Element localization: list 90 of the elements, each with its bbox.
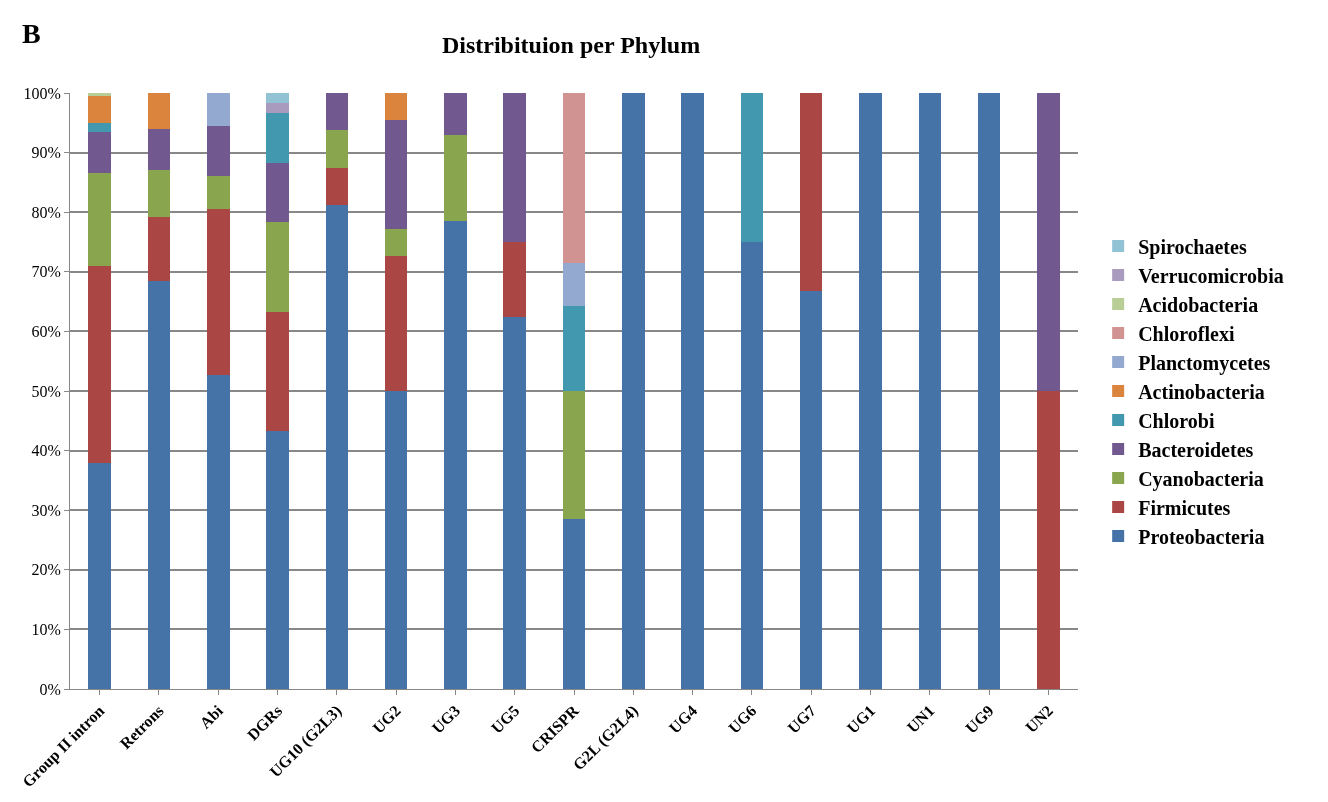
bar: [147, 216, 171, 282]
legend-label: Chloroflexi: [1138, 322, 1235, 345]
legend-label: Verrucomicrobia: [1138, 264, 1284, 287]
bar: [384, 391, 408, 689]
bar: [1037, 93, 1060, 391]
bar: [562, 518, 586, 689]
bar: [147, 170, 171, 217]
bar: [266, 162, 289, 223]
legend-label: Chlorobi: [1138, 409, 1215, 432]
bar: [88, 462, 111, 689]
bar: [325, 167, 349, 206]
y-tick-label: 80%: [31, 203, 61, 221]
y-tick-label: 70%: [31, 263, 61, 281]
bar: [859, 93, 882, 689]
x-tick-label: UG3: [428, 701, 464, 737]
legend-label: Actinobacteria: [1138, 380, 1265, 403]
bar: [444, 135, 467, 221]
bar: [325, 93, 349, 130]
bar: [740, 93, 764, 242]
bar: [206, 374, 230, 689]
bar: [562, 263, 586, 306]
legend-label: Acidobacteria: [1138, 293, 1259, 316]
y-tick-label: 10%: [31, 621, 61, 638]
x-tick-label: UG9: [962, 701, 997, 737]
x-tick-label: UN1: [903, 701, 938, 736]
bar: [206, 93, 230, 127]
bar: [384, 255, 408, 391]
x-tick-label: UG2: [369, 701, 404, 737]
legend-label: Spirochaetes: [1138, 235, 1247, 259]
bar: [266, 112, 289, 163]
bar: [503, 316, 526, 689]
bar: [740, 242, 764, 689]
bar: [266, 430, 289, 689]
legend-label: Cyanobacteria: [1138, 467, 1264, 491]
bar: [266, 103, 289, 113]
x-tick-label: UG1: [843, 701, 879, 737]
y-tick-label: 30%: [31, 501, 61, 519]
bar: [622, 93, 645, 689]
bar: [562, 305, 586, 391]
bar: [88, 95, 111, 123]
bar: [88, 93, 111, 96]
bar: [384, 228, 408, 256]
x-tick-label: Abi: [196, 701, 227, 732]
legend-label: Bacteroidetes: [1138, 438, 1254, 461]
bar: [147, 281, 171, 689]
bar: [503, 242, 526, 317]
bar: [206, 209, 230, 375]
y-tick-label: 60%: [31, 323, 61, 340]
bar: [266, 222, 289, 312]
y-tick-label: 90%: [31, 144, 61, 162]
bar: [206, 126, 230, 177]
bar: [444, 93, 467, 136]
bar: [799, 291, 823, 689]
legend-label: Firmicutes: [1138, 496, 1231, 519]
x-tick-label: UN2: [1022, 701, 1057, 736]
bar: [503, 93, 526, 242]
bar: [562, 93, 586, 264]
chart-title: Distribituion per Phylum: [441, 31, 701, 58]
bar: [266, 311, 289, 431]
x-tick-label: UG4: [665, 701, 701, 737]
bar: [384, 93, 408, 121]
bar: [88, 122, 111, 132]
bar: [88, 265, 111, 463]
bar: [1037, 391, 1060, 689]
x-tick-label: UG5: [487, 701, 523, 737]
x-tick-label: UG7: [784, 701, 819, 737]
bar: [147, 128, 171, 171]
bar: [325, 129, 349, 168]
bar: [562, 391, 586, 519]
bar: [799, 93, 823, 292]
bar: [88, 131, 111, 174]
y-tick-label: 50%: [31, 382, 61, 400]
y-tick-label: 0%: [39, 680, 61, 698]
bar: [206, 176, 230, 210]
bar: [384, 120, 408, 229]
y-tick-label: 20%: [31, 561, 61, 579]
bar: [681, 93, 704, 689]
bar: [977, 93, 1001, 689]
bar: [147, 93, 171, 129]
legend-label: Proteobacteria: [1138, 525, 1265, 548]
bar: [444, 220, 467, 689]
text: B: [22, 18, 41, 49]
y-tick-label: 40%: [31, 442, 61, 460]
bar: [266, 93, 289, 104]
bar: [918, 93, 942, 689]
bar: [88, 173, 111, 266]
x-tick-label: UG6: [725, 701, 760, 737]
bar: [325, 205, 349, 689]
legend-label: Planctomycetes: [1138, 351, 1271, 375]
y-tick-label: 100%: [23, 84, 61, 102]
